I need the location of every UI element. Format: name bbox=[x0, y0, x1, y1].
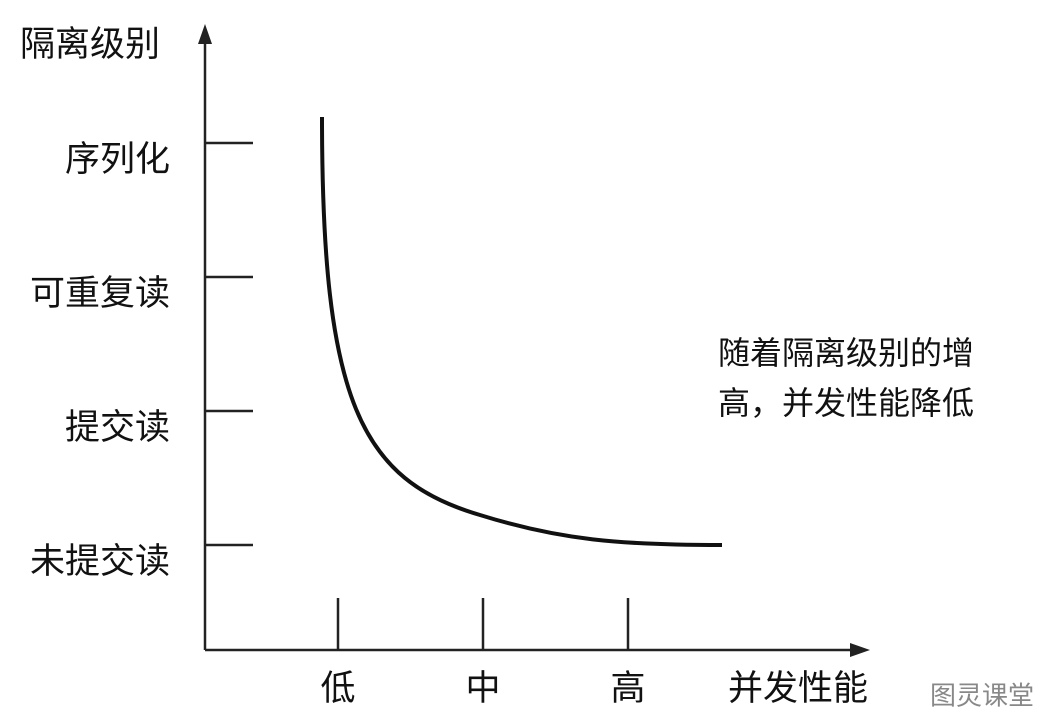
watermark: 图灵课堂 bbox=[930, 682, 1034, 712]
x-arrow bbox=[850, 643, 870, 657]
annotation-line: 高，并发性能降低 bbox=[718, 384, 974, 422]
trade-off-curve bbox=[320, 116, 723, 547]
y-level-label: 序列化 bbox=[65, 140, 170, 180]
y-arrow bbox=[198, 24, 212, 44]
y-level-label: 提交读 bbox=[65, 408, 170, 448]
y-axis-title: 隔离级别 bbox=[20, 25, 160, 65]
y-level-label: 未提交读 bbox=[30, 542, 170, 582]
x-level-label: 高 bbox=[610, 669, 645, 709]
x-axis-title: 并发性能 bbox=[728, 669, 868, 709]
x-level-label: 中 bbox=[465, 669, 500, 709]
x-level-label: 低 bbox=[320, 669, 355, 709]
y-level-label: 可重复读 bbox=[30, 274, 170, 314]
annotation-line: 随着隔离级别的增 bbox=[718, 334, 974, 372]
